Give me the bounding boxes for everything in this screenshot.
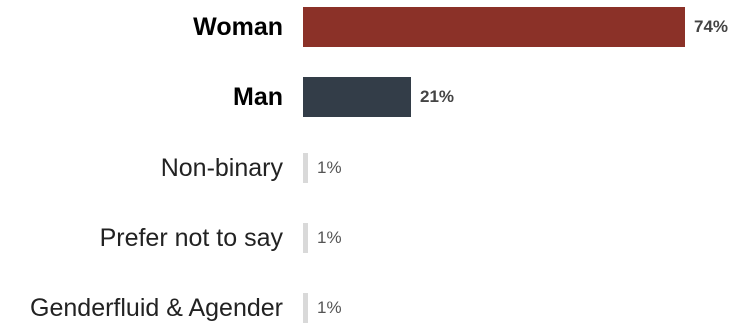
bar bbox=[303, 223, 308, 253]
value-label: 1% bbox=[317, 228, 342, 247]
bar bbox=[303, 7, 685, 47]
category-label: Genderfluid & Agender bbox=[30, 294, 283, 322]
bar-row: Prefer not to say 1% bbox=[0, 218, 742, 258]
category-label: Woman bbox=[193, 13, 283, 41]
value-label: 1% bbox=[317, 158, 342, 177]
category-label: Man bbox=[233, 83, 283, 111]
bar-row: Man 21% bbox=[0, 77, 742, 117]
bar bbox=[303, 153, 308, 183]
category-label: Prefer not to say bbox=[99, 224, 283, 252]
bar-row: Non-binary 1% bbox=[0, 148, 742, 188]
bar-row: Genderfluid & Agender 1% bbox=[0, 288, 742, 328]
value-label: 1% bbox=[317, 298, 342, 317]
value-label: 21% bbox=[420, 87, 455, 106]
bar bbox=[303, 293, 308, 323]
category-label: Non-binary bbox=[160, 154, 283, 182]
value-label: 74% bbox=[694, 17, 729, 36]
bar bbox=[303, 77, 411, 117]
bar-row: Woman 74% bbox=[0, 7, 742, 47]
